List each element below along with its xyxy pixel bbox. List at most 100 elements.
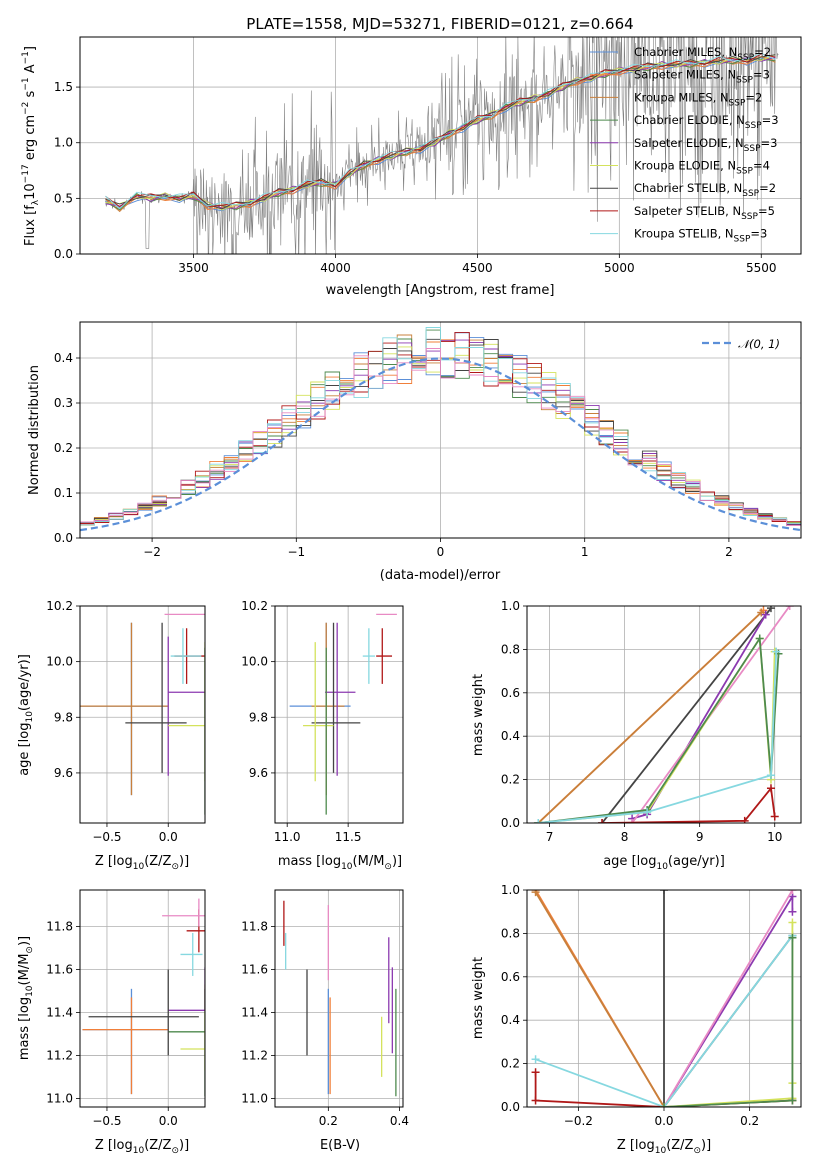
spectrum-ylabel-part: erg cm [23,115,38,164]
mass-z-xlabel-part: Z [log [95,1138,133,1153]
residuals-ytick-label: 0.0 [54,531,73,545]
spectrum-ylabel-part: λ [31,199,41,205]
age-z-ylabel-part: age [log [17,723,32,776]
residuals-axes: −2 −1 0 1 2 0.0 0.1 0.2 0.3 0.4 [54,321,802,559]
mw-age-axes: 7 8 9 10 0.0 0.2 0.4 0.6 0.8 1.0 [501,599,802,844]
mw-z-ytick-label: 1.0 [501,883,520,897]
mw-z-point-marker [788,918,797,927]
mw-z-ylabel: mass weight [471,957,486,1039]
mw-age-point-marker [766,606,775,613]
mw-age-xlabel-part: (age/yr)] [668,854,725,869]
mw-age-series-line [538,651,778,823]
mass-ebv-xlabel: E(B-V) [320,1138,360,1153]
spectrum-axes: 3500 4000 4500 5000 5500 0.0 0.5 1.0 1.5 [54,36,802,275]
mw-age-point-marker [766,771,775,780]
mw-age-xtick-label: 8 [621,830,629,844]
residuals-xtick-label: 2 [725,545,733,559]
spectrum-xtick-label: 4000 [320,261,351,275]
age-z-xlabel-part: Z [log [95,854,133,869]
mw-age-point-marker [785,606,794,610]
mass-ebv-ytick-label: 11.8 [241,920,268,934]
residuals-xtick-label: 1 [581,545,589,559]
mw-age-ytick-label: 0.6 [501,686,520,700]
mw-age-xtick-label: 10 [767,830,782,844]
mw-z-xlabel-part: (Z/Z [666,1138,693,1153]
spectrum-legend-entry: Salpeter MILES, NSSP=3 [634,68,770,86]
mass-ebv-axes: 0.2 0.4 11.0 11.2 11.4 11.6 11.8 [241,889,409,1128]
mass-z-ytick-label: 11.6 [46,962,73,976]
mw-age-xlabel-part: age [log [603,854,656,869]
mw-age-xlabel: age [log10(age/yr)] [603,854,725,872]
age-z-xlabel-part: (Z/Z [144,854,171,869]
age-mass-xlabel-part: (M/M [353,854,385,869]
mass-z-xlabel: Z [log10(Z/Z⊙)] [95,1138,189,1156]
mw-age-series-line [537,611,762,823]
mass-z-xtick-label: 0.0 [159,1114,178,1128]
mass-ebv-ytick-label: 11.2 [241,1048,268,1062]
age-z-frame [79,605,206,824]
age-z-xlabel-part: ⊙ [171,862,179,872]
residuals-ytick-label: 0.2 [54,441,73,455]
mw-age-ytick-label: 0.2 [501,773,520,787]
mw-age-point-marker [755,634,764,643]
mw-age-point-marker [598,819,607,823]
mw-z-xlabel-part: Z [log [617,1138,655,1153]
spectrum-legend-entry-part: SSP [741,212,758,222]
age-z-ylabel: age [log10(age/yr)] [17,654,35,776]
spectrum-ylabel-part: −2 [21,102,31,115]
mw-age-ytick-label: 0.8 [501,642,520,656]
spectrum-legend-entry: Kroupa ELODIE, NSSP=4 [634,159,770,177]
spectrum-legend-entry-part: =3 [762,113,779,127]
spectrum-ylabel-part: ] [23,46,38,51]
mass-z-xlabel-part: (Z/Z [144,1138,171,1153]
spectrum-frame [79,36,802,255]
age-mass-xlabel-part: )] [392,854,402,869]
age-mass-xlabel-part: ⊙ [384,862,392,872]
spectrum-model-line [105,53,776,208]
mw-z-point-marker [660,890,668,894]
age-z-plot [80,613,205,815]
spectrum-xlabel: wavelength [Angstrom, rest frame] [326,283,555,298]
residuals-ylabel: Normed distribution [27,365,42,495]
mw-z-point-marker [788,933,797,942]
mass-z-ylabel-part: ⊙ [25,946,35,954]
mw-z-ytick-label: 0.2 [501,1057,520,1071]
mw-age-ytick-label: 0.4 [501,729,520,743]
mw-age-xlabel-part: 10 [656,862,668,872]
mw-z-point-marker [531,1068,540,1077]
spectrum-legend-entry-part: =5 [758,204,775,218]
age-z-ytick-label: 9.8 [54,710,73,724]
spectrum-legend-entry: Salpeter ELODIE, NSSP=3 [634,136,777,154]
spectrum-legend-entry-part: Salpeter ELODIE, N [634,136,744,150]
mw-z-point-marker [660,1103,668,1107]
residuals-xtick-label: 0 [437,545,445,559]
mw-z-xlabel-part: ⊙ [693,1146,701,1156]
spectrum-legend-entry-part: =2 [745,90,762,104]
figure-title: PLATE=1558, MJD=53271, FIBERID=0121, z=0… [246,15,633,33]
spectrum-ytick-label: 0.5 [54,191,73,205]
spectrum-legend-entry-part: SSP [737,53,754,63]
age-mass-xlabel: mass [log10(M/M⊙)] [278,854,402,872]
mw-age-series-line [601,607,772,823]
mass-z-plot [82,898,205,1097]
mw-age-ylabel: mass weight [471,674,486,756]
spectrum-legend-entry-part: =2 [754,45,771,59]
spectrum-legend-entry-part: SSP [742,189,759,199]
age-z-xlabel-part: 10 [133,862,145,872]
age-z-ylabel-part: (age/yr)] [17,654,32,711]
mw-z-point-marker [788,907,797,916]
spectrum-legend-entry-part: SSP [736,76,753,86]
spectrum-ylabel: Flux [fλ10−17 erg cm−2 s−1 A−1] [21,46,41,246]
age-z-ytick-label: 9.6 [54,766,73,780]
spectrum-legend-entry: Kroupa STELIB, NSSP=3 [634,227,767,245]
mw-z-series-line [663,890,794,1107]
spectrum-ylabel-part: −1 [21,77,31,90]
spectrum-legend-entry-part: Kroupa STELIB, N [634,227,734,241]
mw-z-series-line [535,935,794,1107]
spectrum-ytick-label: 1.5 [54,80,73,94]
spectrum-legend-entry-part: Chabrier MILES, N [634,45,737,59]
spectrum-ylabel-part: A [23,64,38,77]
mw-age-frame [526,605,802,824]
mw-z-ytick-label: 0.8 [501,926,520,940]
residuals-ytick-label: 0.4 [54,351,73,365]
